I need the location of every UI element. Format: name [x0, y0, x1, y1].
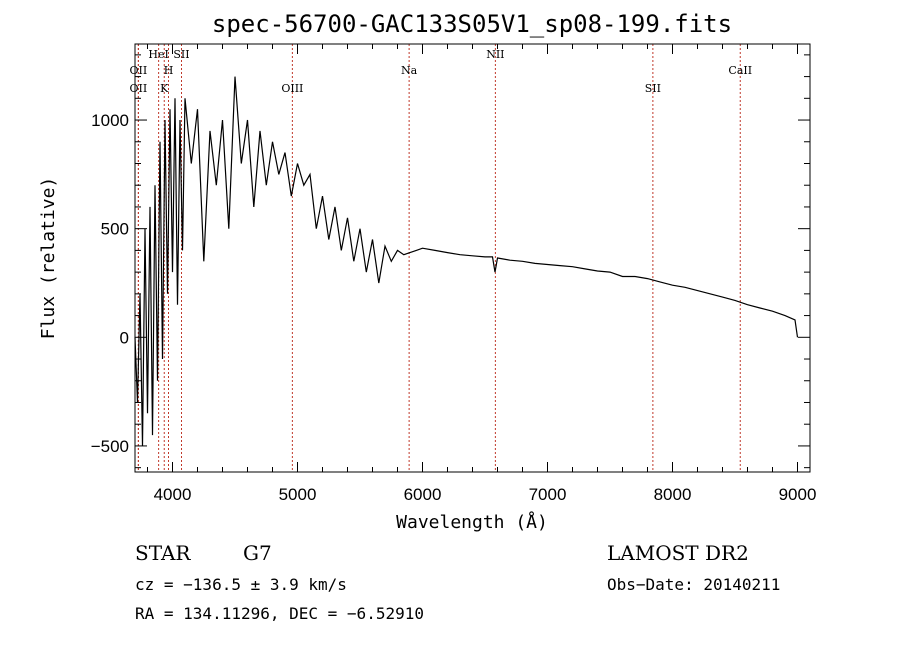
- x-axis-ticks: 4000 5000 6000 7000 8000 9000: [147, 44, 817, 504]
- coordinates: RA = 134.11296, DEC = −6.52910: [135, 604, 424, 623]
- subclass: G7: [243, 541, 272, 565]
- y-tick-label: −500: [91, 437, 129, 456]
- observation-date: Obs−Date: 20140211: [607, 575, 780, 594]
- y-axis-label: Flux (relative): [38, 177, 59, 340]
- spectrum-series-line: [134, 76, 799, 446]
- line-label: Na: [401, 64, 418, 77]
- line-label: OII: [130, 64, 148, 77]
- line-label: HeI: [148, 48, 168, 61]
- line-label: SII: [173, 48, 189, 61]
- line-label: NII: [486, 48, 504, 61]
- plot-frame: [134, 43, 811, 473]
- y-tick-label: 500: [101, 220, 129, 239]
- line-label: H: [164, 64, 174, 77]
- y-tick-label: 0: [120, 328, 129, 347]
- line-label: OII: [130, 82, 148, 95]
- line-label: SII: [645, 82, 661, 95]
- x-tick-label: 8000: [654, 485, 692, 504]
- line-label: K: [160, 82, 169, 95]
- x-axis-label: Wavelength (Å): [396, 511, 548, 533]
- survey-name: LAMOST DR2: [607, 541, 749, 565]
- chart-title: spec-56700-GAC133S05V1_sp08-199.fits: [212, 10, 732, 38]
- redshift-velocity: cz = −136.5 ± 3.9 km/s: [135, 575, 347, 594]
- object-type: STAR: [135, 541, 191, 565]
- x-tick-label: 9000: [779, 485, 817, 504]
- y-tick-label: 1000: [91, 111, 129, 130]
- x-tick-label: 5000: [279, 485, 317, 504]
- line-label: OIII: [281, 82, 303, 95]
- x-tick-label: 4000: [154, 485, 192, 504]
- line-markers: [137, 44, 741, 472]
- line-label: CaII: [728, 64, 752, 77]
- y-axis-ticks: −500 0 500 1000: [91, 54, 810, 469]
- x-tick-label: 6000: [404, 485, 442, 504]
- x-tick-label: 7000: [529, 485, 567, 504]
